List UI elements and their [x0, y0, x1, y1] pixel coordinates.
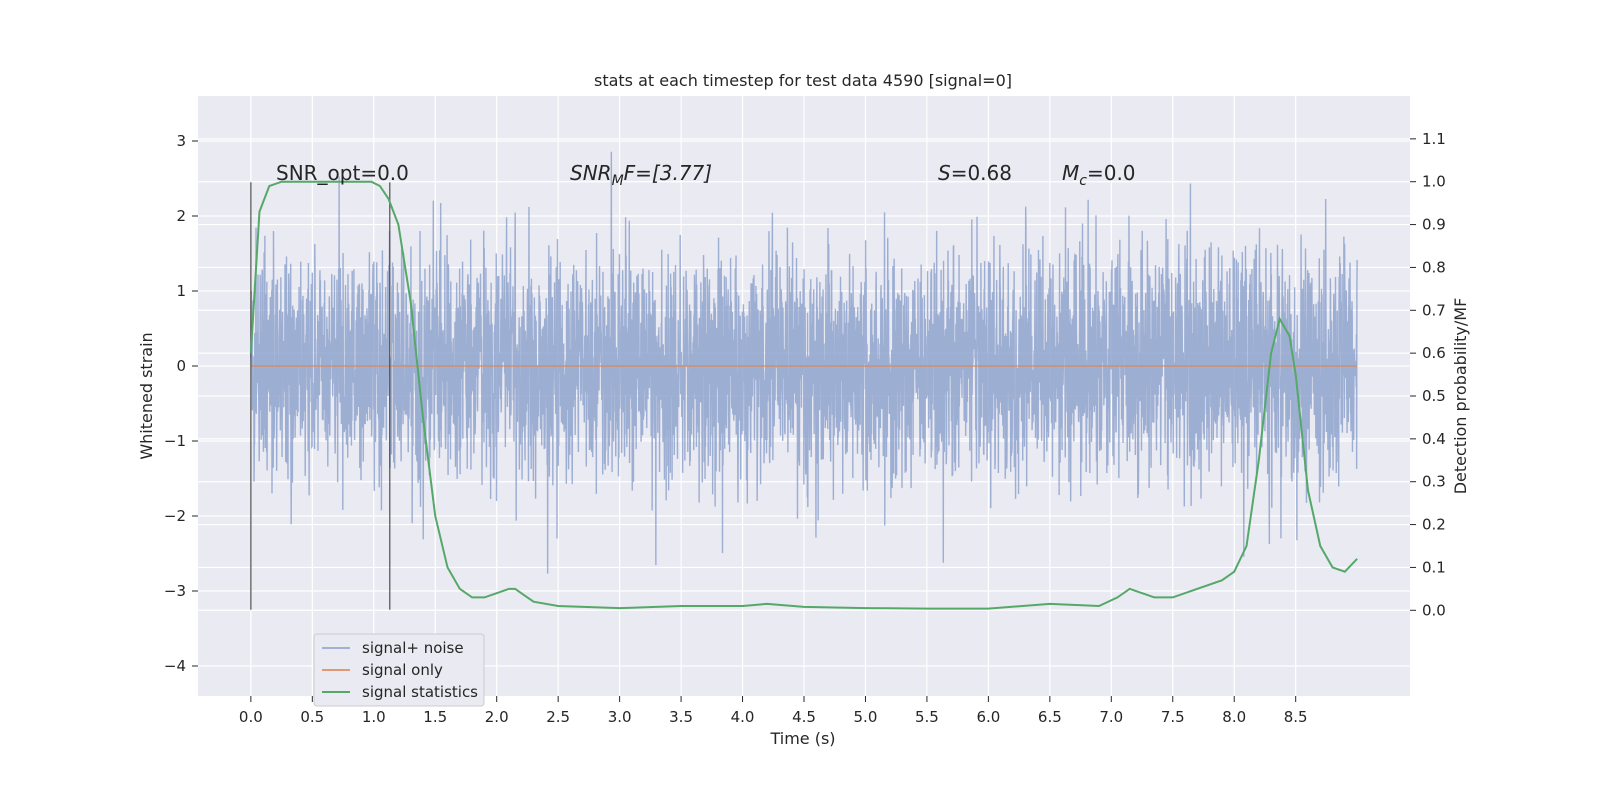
x-tick-label: 6.0 — [976, 708, 1000, 726]
y-tick-label: 1 — [176, 282, 186, 300]
legend-box — [313, 633, 485, 707]
x-tick-label: 5.0 — [854, 708, 878, 726]
y-right-tick-label: 1.1 — [1422, 130, 1446, 148]
y-right-tick-label: 0.5 — [1422, 387, 1446, 405]
annotation-snr-mf-main: SNR — [570, 161, 612, 185]
x-tick-label: 0.0 — [239, 708, 263, 726]
legend-label-signal-only: signal only — [362, 661, 443, 679]
y-right-tick-label: 0.8 — [1422, 258, 1446, 276]
x-tick-label: 3.5 — [669, 708, 693, 726]
y-right-tick-label: 1.0 — [1422, 173, 1446, 191]
y-right-tick-label: 0.3 — [1422, 473, 1446, 491]
x-tick-label: 8.0 — [1222, 708, 1246, 726]
annotation-snr-mf-sub: M — [612, 173, 624, 189]
signal-statistics-line — [249, 180, 1358, 610]
y-right-tick-label: 0.9 — [1422, 216, 1446, 234]
y-tick-label: −1 — [164, 432, 186, 450]
series-signal-noise — [250, 151, 1358, 574]
annotation-snr-opt: SNR_opt=0.0 — [276, 161, 409, 185]
y-ticks-left: 3 2 1 0 −1 −2 −3 −4 — [164, 132, 198, 675]
y-tick-label: 2 — [176, 207, 186, 225]
x-ticks: 0.0 0.5 1.0 1.5 2.0 2.5 3.0 3.5 4.0 4.5 5.0 5.5 6.0 6… — [239, 696, 1308, 726]
noise-trace — [250, 151, 1358, 574]
legend-label-signal-statistics: signal statistics — [362, 683, 478, 701]
y-tick-label: 3 — [176, 132, 186, 150]
x-tick-label: 8.5 — [1284, 708, 1308, 726]
y-tick-label: −2 — [164, 507, 186, 525]
y-right-tick-label: 0.7 — [1422, 301, 1446, 319]
annotation-snr-mf-rest: F=[3.77] — [624, 161, 712, 185]
annotation-mc-main: M — [1062, 161, 1079, 185]
y-right-axis-label: Detection probability/MF — [1451, 298, 1470, 495]
y-ticks-right: 1.1 1.0 0.9 0.8 0.7 0.6 0.5 0.4 0.3 0.2 0.1 0.0 — [1410, 130, 1446, 619]
x-tick-label: 7.5 — [1161, 708, 1185, 726]
y-right-tick-label: 0.0 — [1422, 601, 1446, 619]
annotation-mc: Mc=0.0 — [1062, 161, 1136, 189]
x-tick-label: 3.0 — [608, 708, 632, 726]
annotation-mc-sub: c — [1079, 173, 1087, 189]
x-tick-label: 2.5 — [546, 708, 570, 726]
y-right-tick-label: 0.6 — [1422, 344, 1446, 362]
annotation-s-rest: =0.68 — [951, 161, 1012, 185]
y-axis-label: Whitened strain — [137, 332, 156, 459]
y-right-tick-label: 0.2 — [1422, 516, 1446, 534]
y-tick-label: −3 — [164, 582, 186, 600]
vertical-markers — [250, 182, 391, 610]
x-axis-label: Time (s) — [769, 729, 835, 748]
y-right-tick-label: 0.4 — [1422, 430, 1446, 448]
legend-label-signal-noise: signal+ noise — [362, 639, 464, 657]
x-tick-label: 0.5 — [300, 708, 324, 726]
x-tick-label: 2.0 — [485, 708, 509, 726]
annotation-snr-mf: SNRMF=[3.77] — [570, 161, 712, 189]
annotation-s: S=0.68 — [938, 161, 1012, 185]
x-tick-label: 7.0 — [1099, 708, 1123, 726]
x-tick-label: 4.5 — [792, 708, 816, 726]
x-tick-label: 1.5 — [423, 708, 447, 726]
legend: signal+ noise signal only signal statist… — [313, 633, 485, 707]
x-tick-label: 4.0 — [731, 708, 755, 726]
annotation-mc-rest: =0.0 — [1087, 161, 1136, 185]
x-tick-label: 5.5 — [915, 708, 939, 726]
y-tick-label: −4 — [164, 657, 186, 675]
x-tick-label: 1.0 — [362, 708, 386, 726]
x-tick-label: 6.5 — [1038, 708, 1062, 726]
y-right-tick-label: 0.1 — [1422, 558, 1446, 576]
annotation-s-main: S — [938, 161, 951, 185]
chart-title: stats at each timestep for test data 459… — [594, 71, 1012, 90]
y-tick-label: 0 — [176, 357, 186, 375]
series-signal-statistics — [249, 180, 1358, 610]
